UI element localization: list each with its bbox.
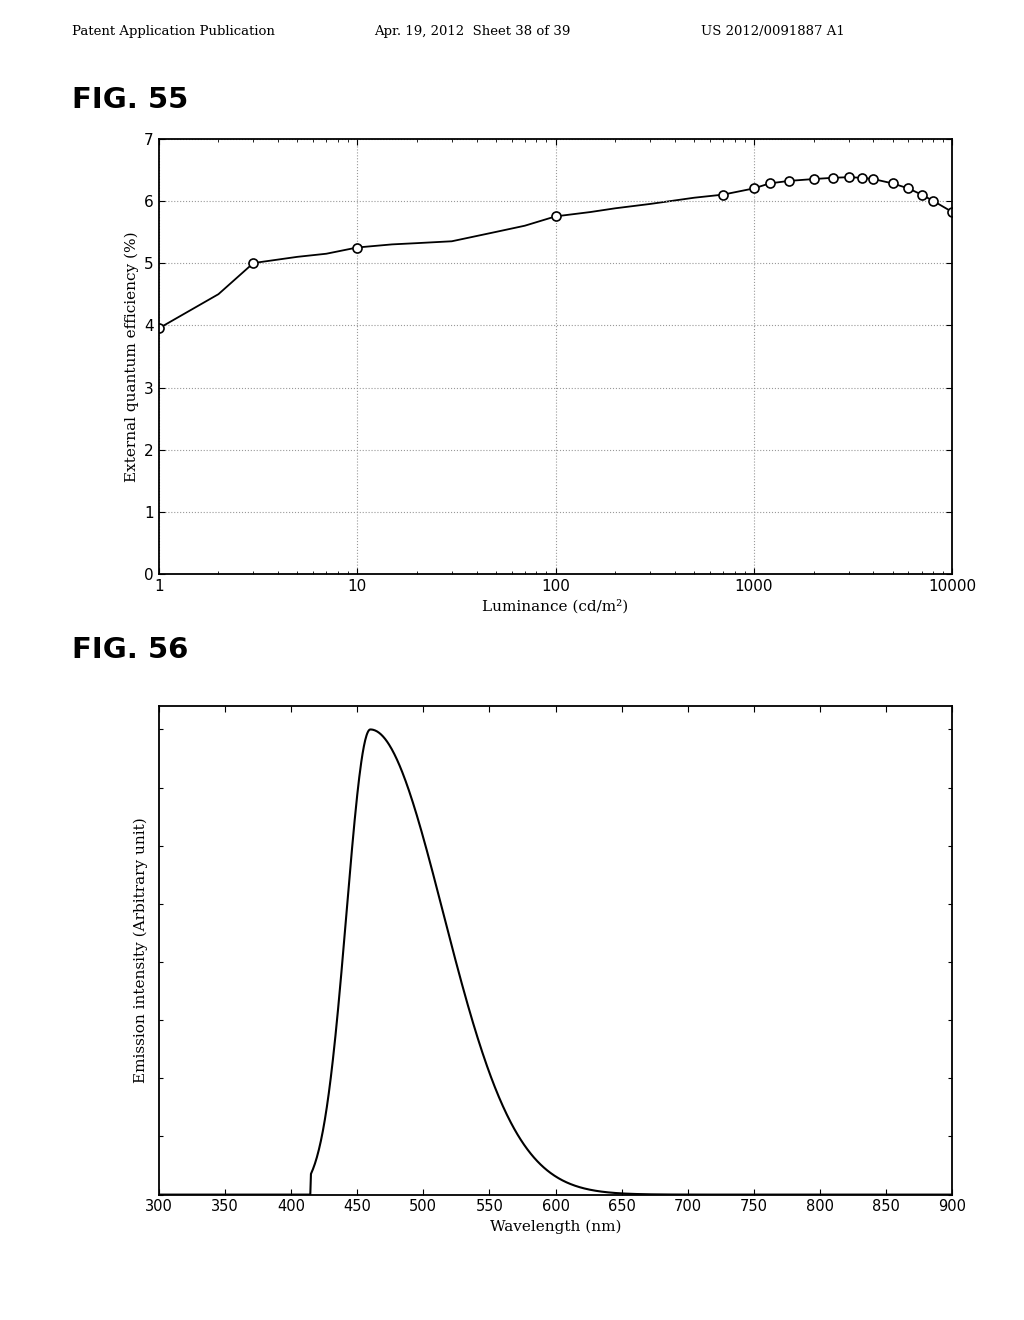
Text: Patent Application Publication: Patent Application Publication [72, 25, 274, 38]
Text: Apr. 19, 2012  Sheet 38 of 39: Apr. 19, 2012 Sheet 38 of 39 [374, 25, 570, 38]
Text: FIG. 56: FIG. 56 [72, 636, 188, 664]
Text: US 2012/0091887 A1: US 2012/0091887 A1 [701, 25, 845, 38]
Y-axis label: Emission intensity (Arbitrary unit): Emission intensity (Arbitrary unit) [134, 817, 148, 1084]
X-axis label: Wavelength (nm): Wavelength (nm) [489, 1220, 622, 1234]
X-axis label: Luminance (cd/m²): Luminance (cd/m²) [482, 599, 629, 614]
Y-axis label: External quantum efficiency (%): External quantum efficiency (%) [124, 231, 138, 482]
Text: FIG. 55: FIG. 55 [72, 86, 188, 114]
